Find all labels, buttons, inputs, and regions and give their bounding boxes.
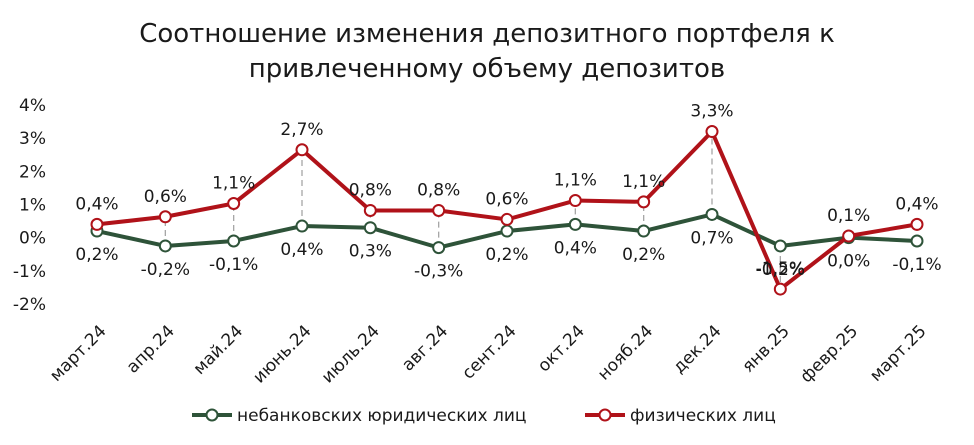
data-point xyxy=(637,224,651,238)
data-label: 0,1% xyxy=(827,206,870,226)
y-tick-label: -1% xyxy=(13,262,46,282)
x-tick-label: апр.24 xyxy=(123,321,179,377)
data-label: 1,1% xyxy=(622,172,665,192)
legend-swatch-marker-juridical xyxy=(205,408,219,422)
data-label: 0,8% xyxy=(417,180,460,200)
data-label: -0,2% xyxy=(141,260,190,280)
data-label: 0,7% xyxy=(690,228,733,248)
data-label: 0,6% xyxy=(144,187,187,207)
chart-title-line-2: привлеченному объему депозитов xyxy=(249,54,725,84)
data-point xyxy=(363,203,377,217)
data-point xyxy=(910,217,924,231)
x-tick-label: март.25 xyxy=(866,321,930,385)
data-point xyxy=(363,221,377,235)
data-point xyxy=(568,194,582,208)
data-labels: 0,2% -0,2% -0,1% 0,4% 0,3% -0,3% 0,2% 0,4% 0,2% 0… xyxy=(75,102,941,282)
x-tick-label: нояб.24 xyxy=(594,321,657,384)
data-point xyxy=(295,143,309,157)
x-tick-label: февр.25 xyxy=(797,321,863,387)
data-label: -0,2% xyxy=(756,260,805,280)
data-point xyxy=(637,195,651,209)
y-tick-label: -2% xyxy=(13,295,46,315)
data-label: 0,2% xyxy=(75,245,118,265)
data-label: 2,7% xyxy=(280,120,323,140)
x-tick-label: окт.24 xyxy=(534,321,589,376)
data-point xyxy=(432,203,446,217)
data-label: 0,2% xyxy=(485,245,528,265)
data-label: 0,2% xyxy=(622,245,665,265)
legend: небанковских юридических лиц физических … xyxy=(192,406,776,426)
chart-title: Соотношение изменения депозитного портфе… xyxy=(139,19,835,84)
data-point xyxy=(432,241,446,255)
y-tick-label: 1% xyxy=(19,196,46,216)
data-label: 0,4% xyxy=(280,240,323,260)
y-tick-label: 2% xyxy=(19,162,46,182)
data-point xyxy=(295,219,309,233)
data-label: 0,4% xyxy=(895,194,938,214)
data-point xyxy=(842,229,856,243)
x-tick-label: март.24 xyxy=(46,321,110,385)
data-point xyxy=(773,282,787,296)
y-axis: 4% 3% 2% 1% 0% -1% -2% xyxy=(13,96,46,315)
data-label: -0,1% xyxy=(209,255,258,275)
x-tick-label: авг.24 xyxy=(398,321,452,375)
data-point xyxy=(158,239,172,253)
data-point xyxy=(705,207,719,221)
x-tick-label: сент.24 xyxy=(458,321,520,383)
data-label: 0,3% xyxy=(349,242,392,262)
data-point xyxy=(705,125,719,139)
data-label: 0,8% xyxy=(349,180,392,200)
data-label: 0,6% xyxy=(485,189,528,209)
y-tick-label: 4% xyxy=(19,96,46,116)
data-label: -1,5% xyxy=(756,259,805,279)
data-label: 1,1% xyxy=(554,171,597,191)
data-point xyxy=(500,224,514,238)
data-label: 0,0% xyxy=(827,252,870,272)
x-tick-label: июнь.24 xyxy=(249,321,315,387)
data-point xyxy=(90,217,104,231)
x-tick-label: дек.24 xyxy=(669,321,725,377)
data-point xyxy=(227,197,241,211)
x-tick-label: янв.25 xyxy=(738,321,793,376)
legend-label-physical: физических лиц xyxy=(630,406,776,426)
data-point xyxy=(910,234,924,248)
chart-title-line-1: Соотношение изменения депозитного портфе… xyxy=(139,19,835,49)
series-1 xyxy=(90,125,924,296)
legend-swatch-marker-physical xyxy=(598,408,612,422)
y-tick-label: 3% xyxy=(19,129,46,149)
data-point xyxy=(773,239,787,253)
data-point xyxy=(158,210,172,224)
data-point xyxy=(500,212,514,226)
series-layer xyxy=(90,125,924,296)
data-point xyxy=(227,234,241,248)
data-label: -0,3% xyxy=(414,262,463,282)
y-tick-label: 0% xyxy=(19,229,46,249)
data-label: 0,4% xyxy=(554,238,597,258)
data-label: 0,4% xyxy=(75,194,118,214)
x-tick-label: июль.24 xyxy=(318,321,384,387)
data-label: 3,3% xyxy=(690,102,733,122)
x-tick-label: май.24 xyxy=(190,321,248,379)
data-label: -0,1% xyxy=(892,255,941,275)
legend-label-juridical: небанковских юридических лиц xyxy=(237,406,526,426)
x-axis: март.24 апр.24 май.24 июнь.24 июль.24 авг.24 с… xyxy=(46,321,930,387)
data-point xyxy=(568,217,582,231)
data-label: 1,1% xyxy=(212,174,255,194)
